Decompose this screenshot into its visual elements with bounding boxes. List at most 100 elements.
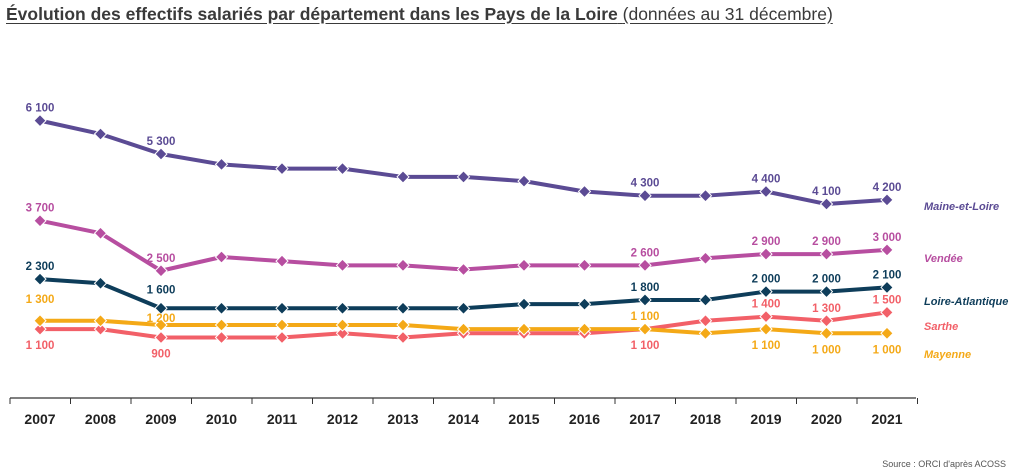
data-label-maine-et-loire: 4 400 <box>752 174 781 186</box>
data-point-vendee <box>577 258 592 273</box>
data-point-maine-et-loire <box>396 170 410 184</box>
data-point-maine-et-loire <box>638 188 652 203</box>
data-point-mayenne <box>577 322 592 336</box>
data-point-loire-atlantique <box>577 297 592 311</box>
data-point-loire-atlantique <box>638 293 652 307</box>
data-label-mayenne: 1 300 <box>26 294 55 306</box>
data-label-sarthe: 1 500 <box>873 294 902 306</box>
data-point-loire-atlantique <box>880 280 894 295</box>
x-tick-label: 2020 <box>811 411 842 427</box>
data-point-vendee <box>396 258 410 273</box>
data-label-vendee: 2 900 <box>812 236 841 248</box>
data-point-maine-et-loire <box>577 184 592 199</box>
data-label-vendee: 3 000 <box>873 232 902 244</box>
x-tick-label: 2010 <box>206 411 237 427</box>
data-label-sarthe: 900 <box>151 348 170 360</box>
data-point-sarthe <box>698 314 713 328</box>
data-point-maine-et-loire <box>335 161 350 176</box>
legend-label-sarthe: Sarthe <box>924 321 958 333</box>
legend-label-loire-atlantique: Loire-Atlantique <box>924 296 1008 308</box>
data-point-vendee <box>93 226 108 240</box>
data-label-loire-atlantique: 2 000 <box>812 274 841 286</box>
data-point-sarthe <box>819 314 834 328</box>
data-point-loire-atlantique <box>396 301 410 315</box>
data-label-maine-et-loire: 4 300 <box>631 178 660 190</box>
data-point-maine-et-loire <box>93 127 108 141</box>
data-label-loire-atlantique: 2 000 <box>752 274 781 286</box>
data-point-vendee <box>33 214 47 228</box>
data-point-loire-atlantique <box>335 301 350 315</box>
data-point-sarthe <box>880 305 894 320</box>
data-point-vendee <box>275 254 289 268</box>
data-point-maine-et-loire <box>759 184 773 199</box>
data-label-loire-atlantique: 2 300 <box>26 261 55 273</box>
data-point-mayenne <box>154 318 168 332</box>
data-label-mayenne: 1 100 <box>631 311 660 323</box>
data-point-loire-atlantique <box>456 301 471 315</box>
data-label-vendee: 2 500 <box>147 253 176 265</box>
x-tick-label: 2017 <box>629 411 660 427</box>
data-point-maine-et-loire <box>517 174 531 188</box>
data-label-loire-atlantique: 1 800 <box>631 282 660 294</box>
data-label-sarthe: 1 400 <box>752 299 781 311</box>
data-point-loire-atlantique <box>698 293 713 307</box>
data-point-loire-atlantique <box>517 297 531 311</box>
data-point-sarthe <box>93 322 108 336</box>
data-label-sarthe: 1 100 <box>26 340 55 352</box>
data-point-loire-atlantique <box>214 301 229 315</box>
data-point-sarthe <box>33 322 47 336</box>
x-tick-label: 2009 <box>145 411 176 427</box>
data-point-vendee <box>456 262 471 277</box>
data-point-maine-et-loire <box>819 197 834 211</box>
data-point-vendee <box>638 258 652 273</box>
data-point-mayenne <box>93 314 108 328</box>
data-label-mayenne: 1 000 <box>812 344 841 356</box>
x-tick-label: 2015 <box>508 411 539 427</box>
data-label-sarthe: 1 100 <box>631 340 660 352</box>
data-point-loire-atlantique <box>33 272 47 286</box>
data-point-mayenne <box>638 322 652 336</box>
x-tick-label: 2019 <box>750 411 781 427</box>
data-label-mayenne: 1 200 <box>147 313 176 325</box>
data-label-loire-atlantique: 2 100 <box>873 269 902 281</box>
data-point-maine-et-loire <box>33 113 47 128</box>
data-point-maine-et-loire <box>880 193 894 207</box>
data-point-vendee <box>880 243 894 257</box>
data-point-loire-atlantique <box>154 301 168 315</box>
x-tick-label: 2014 <box>448 411 479 427</box>
data-point-maine-et-loire <box>698 188 713 203</box>
data-point-mayenne <box>456 322 471 336</box>
data-point-mayenne <box>33 314 47 328</box>
chart-title: Évolution des effectifs salariés par dép… <box>6 4 833 25</box>
data-label-maine-et-loire: 4 200 <box>873 182 902 194</box>
data-point-sarthe <box>759 309 773 324</box>
data-point-vendee <box>335 258 350 273</box>
data-point-maine-et-loire <box>275 161 289 176</box>
data-point-sarthe <box>275 330 289 345</box>
data-label-maine-et-loire: 4 100 <box>812 186 841 198</box>
data-point-loire-atlantique <box>759 284 773 299</box>
data-label-mayenne: 1 000 <box>873 344 902 356</box>
source-note: Source : ORCI d'après ACOSS <box>882 459 1006 469</box>
data-point-vendee <box>819 247 834 261</box>
data-point-sarthe <box>154 330 168 345</box>
data-point-loire-atlantique <box>819 284 834 299</box>
data-point-vendee <box>517 258 531 273</box>
x-tick-label: 2011 <box>267 411 298 427</box>
data-point-vendee <box>698 251 713 265</box>
x-tick-label: 2018 <box>690 411 721 427</box>
data-point-sarthe <box>396 330 410 345</box>
data-point-mayenne <box>335 318 350 332</box>
data-point-mayenne <box>275 318 289 332</box>
data-label-loire-atlantique: 1 600 <box>147 284 176 296</box>
x-tick-label: 2016 <box>569 411 600 427</box>
x-tick-label: 2007 <box>24 411 55 427</box>
data-point-loire-atlantique <box>275 301 289 315</box>
x-tick-label: 2021 <box>871 411 902 427</box>
data-point-sarthe <box>335 326 350 341</box>
data-point-maine-et-loire <box>456 170 471 184</box>
data-label-vendee: 3 700 <box>26 203 55 215</box>
data-label-vendee: 2 900 <box>752 236 781 248</box>
x-tick-label: 2012 <box>327 411 358 427</box>
